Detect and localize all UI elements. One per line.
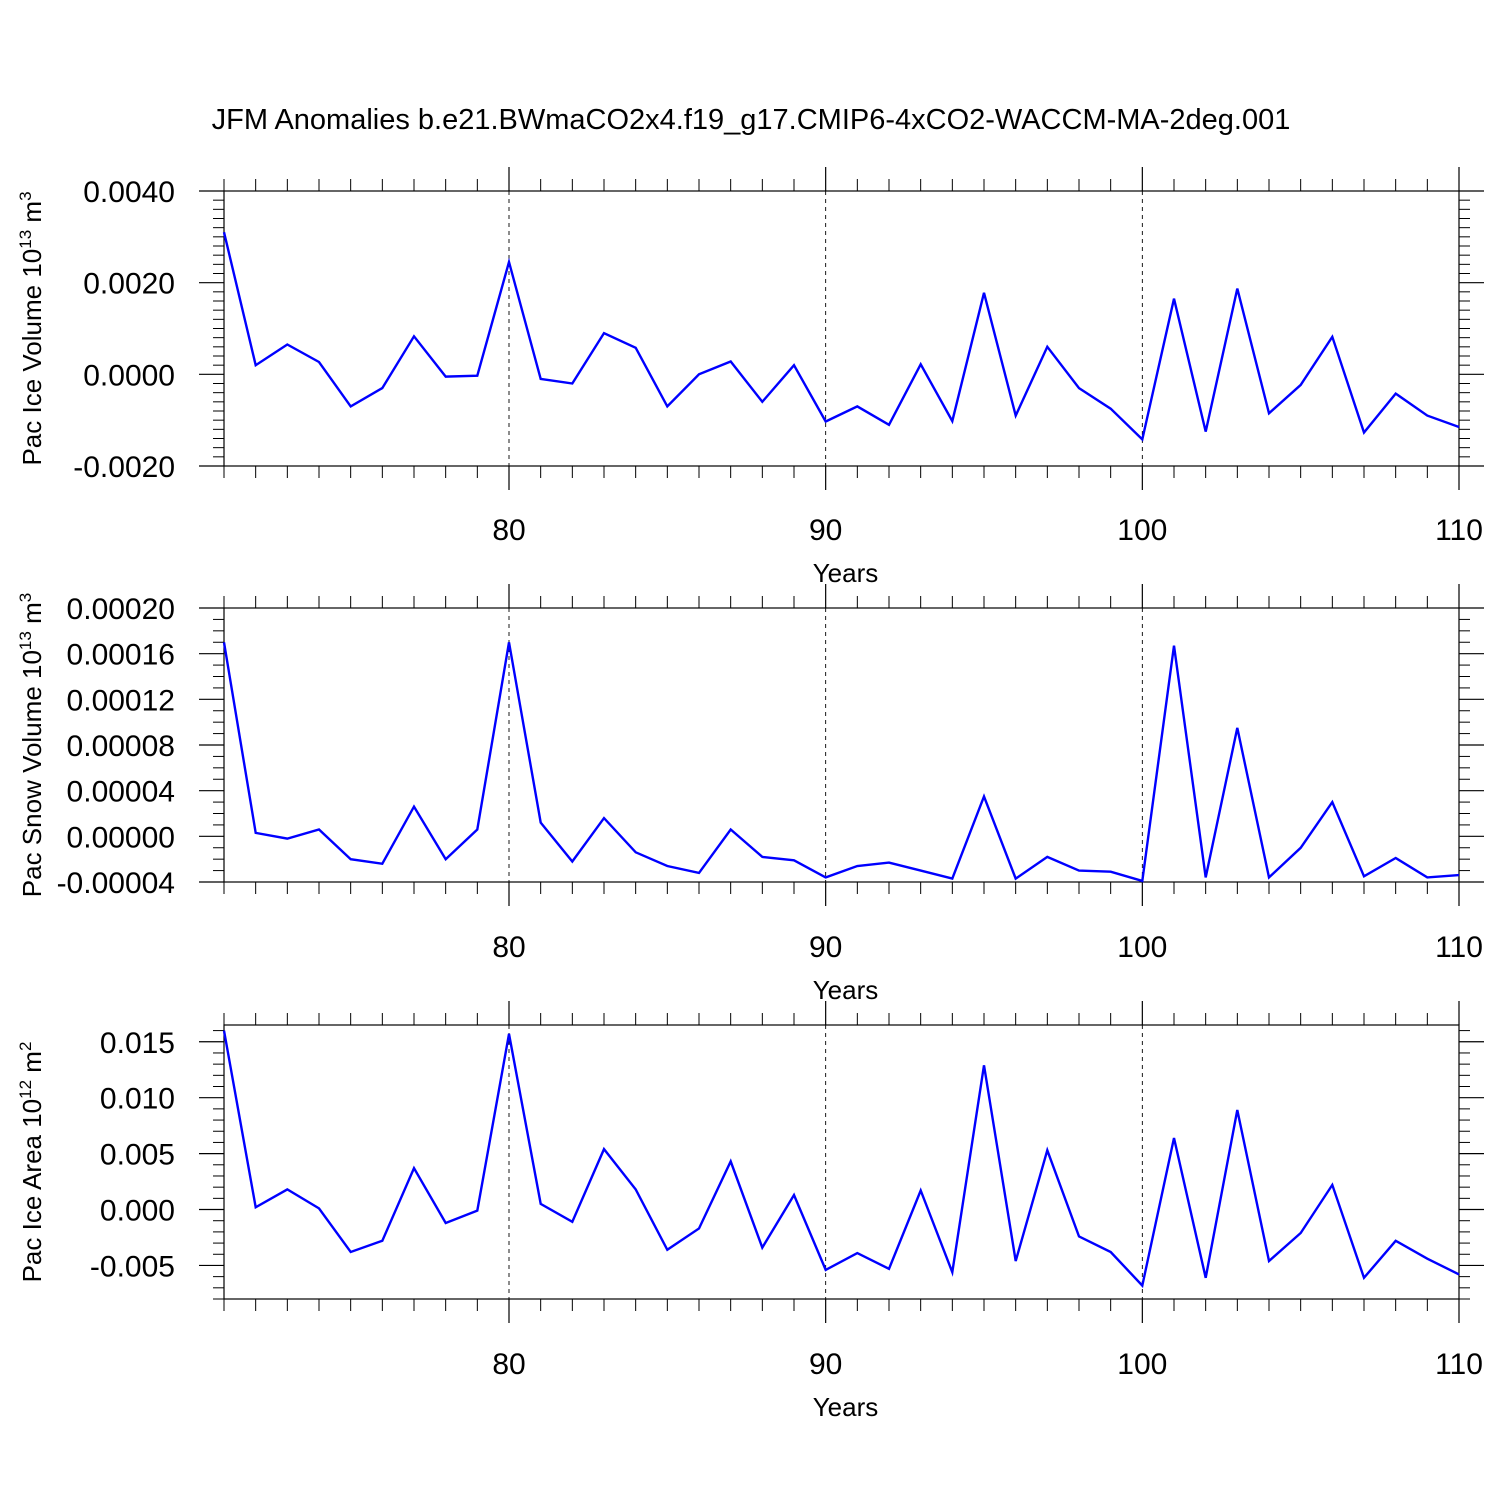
y-axis-label-unit-exponent: 3	[16, 191, 35, 200]
panels: 80 90 100 110 -0.0020 0.0000 0.0020 0.0040 Years…	[16, 167, 1484, 1422]
x-tick-label: 110	[1435, 1348, 1483, 1381]
y-axis-label-text: Pac Ice Area 10	[17, 1099, 47, 1283]
y-axis-label-text: Pac Snow Volume 10	[17, 650, 47, 897]
x-tick-label: 100	[1117, 514, 1167, 547]
y-axis-label: Pac Ice Area 1012 m2	[16, 1042, 47, 1283]
panel-1: 80 90 100 110 -0.0020 0.0000 0.0020 0.0040 Years…	[16, 167, 1484, 588]
y-tick-label: 0.00000	[67, 821, 175, 854]
x-tick-label: 80	[492, 514, 525, 547]
y-tick-label: 0.00020	[67, 593, 175, 626]
chart-title: JFM Anomalies b.e21.BWmaCO2x4.f19_g17.CM…	[212, 104, 1291, 136]
plot-frame	[223, 607, 1460, 883]
y-tick-label: -0.0020	[73, 451, 175, 484]
y-axis-label-exponent: 13	[16, 631, 35, 650]
x-tick-label: 100	[1117, 931, 1167, 964]
plot-frame	[223, 190, 1460, 467]
series-line	[222, 642, 1460, 883]
y-tick-label: 0.000	[100, 1195, 175, 1228]
x-tick-label: 110	[1435, 514, 1483, 547]
x-tick-label: 80	[492, 931, 525, 964]
y-tick-label: 0.015	[100, 1027, 175, 1060]
panel-2: 80 90 100 110 -0.00004 0.00000 0.00004 0.00008 0…	[16, 584, 1484, 1005]
y-axis-label-unit-exponent: 2	[16, 1042, 35, 1051]
plot-frame	[223, 1024, 1460, 1300]
y-axis-label-unit: m	[17, 1051, 47, 1080]
series-line	[222, 1030, 1460, 1289]
x-axis-label: Years	[813, 558, 879, 588]
y-tick-label: 0.010	[100, 1083, 175, 1116]
y-axis-label-exponent: 13	[16, 230, 35, 249]
y-tick-label: 0.005	[100, 1139, 175, 1172]
y-tick-label: 0.00016	[67, 639, 175, 672]
series-line	[222, 231, 1460, 442]
y-tick-label: 0.0040	[83, 176, 175, 209]
y-axis-label-text: Pac Ice Volume 10	[17, 249, 47, 466]
y-tick-label: 0.00008	[67, 730, 175, 763]
y-axis-label-unit: m	[17, 201, 47, 230]
x-tick-label: 110	[1435, 931, 1483, 964]
y-tick-label: 0.00012	[67, 684, 175, 717]
x-axis-label: Years	[813, 975, 879, 1005]
x-tick-label: 90	[809, 514, 842, 547]
x-tick-label: 100	[1117, 1348, 1167, 1381]
x-axis-label: Years	[813, 1392, 879, 1422]
y-tick-label: -0.00004	[57, 867, 175, 900]
y-axis-label: Pac Ice Volume 1013 m3	[16, 191, 47, 465]
y-tick-label: 0.0020	[83, 268, 175, 301]
x-tick-label: 90	[809, 1348, 842, 1381]
y-tick-label: -0.005	[90, 1250, 175, 1283]
panel-3: 80 90 100 110 -0.005 0.000 0.005 0.010 0.015 Year…	[16, 1001, 1484, 1422]
y-axis-label: Pac Snow Volume 1013 m3	[16, 593, 47, 897]
y-axis-label-unit-exponent: 3	[16, 593, 35, 602]
y-tick-label: 0.00004	[67, 776, 175, 809]
y-tick-label: 0.0000	[83, 359, 175, 392]
y-axis-label-unit: m	[17, 602, 47, 631]
x-tick-label: 80	[492, 1348, 525, 1381]
y-axis-label-exponent: 12	[16, 1080, 35, 1099]
x-tick-label: 90	[809, 931, 842, 964]
